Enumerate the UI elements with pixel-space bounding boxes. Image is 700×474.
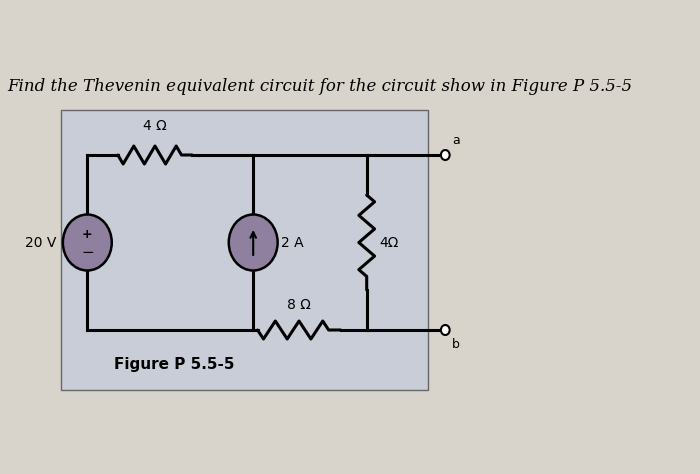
Circle shape — [63, 215, 112, 271]
Text: Find the Thevenin equivalent circuit for the circuit show in Figure P 5.5-5: Find the Thevenin equivalent circuit for… — [7, 78, 632, 95]
Circle shape — [441, 325, 449, 335]
Text: +: + — [82, 228, 92, 241]
Circle shape — [441, 150, 449, 160]
Text: Figure P 5.5-5: Figure P 5.5-5 — [114, 357, 235, 372]
Text: b: b — [452, 338, 460, 351]
Text: 8 Ω: 8 Ω — [287, 298, 311, 312]
Text: 20 V: 20 V — [25, 236, 57, 249]
Text: 4Ω: 4Ω — [379, 236, 398, 249]
Text: −: − — [81, 245, 94, 260]
Text: 2 A: 2 A — [281, 236, 304, 249]
Text: a: a — [452, 134, 460, 147]
Text: 4 Ω: 4 Ω — [143, 119, 167, 133]
FancyBboxPatch shape — [61, 110, 428, 390]
Circle shape — [229, 215, 278, 271]
